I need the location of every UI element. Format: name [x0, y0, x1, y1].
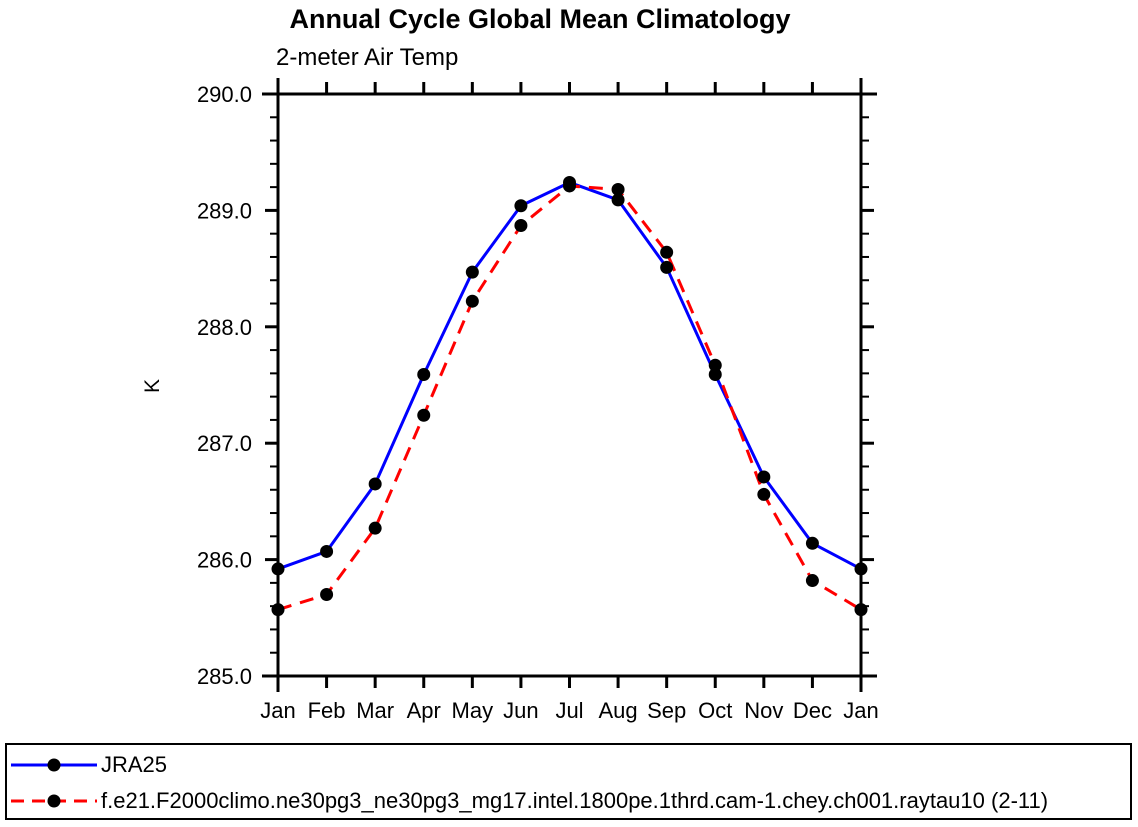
legend-marker-dot — [47, 758, 61, 772]
data-point-marker — [320, 588, 334, 602]
legend-label: JRA25 — [101, 752, 168, 777]
data-point-marker — [271, 562, 285, 576]
x-tick-label: May — [452, 698, 494, 723]
x-tick-label: Oct — [698, 698, 732, 723]
data-point-marker — [757, 487, 771, 501]
y-tick-label: 288.0 — [197, 315, 252, 340]
legend-label: f.e21.F2000climo.ne30pg3_ne30pg3_mg17.in… — [101, 788, 1049, 813]
x-tick-label: Jul — [555, 698, 583, 723]
x-tick-label: Feb — [308, 698, 346, 723]
legend-marker-dot — [47, 794, 61, 808]
data-point-marker — [708, 368, 722, 382]
data-point-marker — [368, 477, 382, 491]
x-tick-label: Jan — [843, 698, 878, 723]
data-point-marker — [465, 265, 479, 279]
data-point-marker — [660, 245, 674, 259]
x-tick-label: Dec — [793, 698, 832, 723]
y-tick-label: 287.0 — [197, 431, 252, 456]
data-point-marker — [465, 294, 479, 308]
chart-subtitle: 2-meter Air Temp — [276, 44, 459, 71]
data-point-marker — [514, 219, 528, 233]
data-point-marker — [417, 408, 431, 422]
series-markers-0 — [271, 175, 868, 576]
data-point-marker — [417, 368, 431, 382]
data-point-marker — [854, 562, 868, 576]
x-tick-label: Mar — [356, 698, 394, 723]
series-markers-1 — [271, 179, 868, 617]
x-tick-label: Nov — [744, 698, 783, 723]
legend-item-jra25: JRA25 — [7, 747, 1130, 783]
x-tick-label: Jan — [260, 698, 295, 723]
data-point-marker — [805, 574, 819, 588]
chart-title: Annual Cycle Global Mean Climatology — [289, 4, 791, 34]
chart-canvas: 285.0 286.0 287.0 288.0 289.0 290.0 Jan Feb Mar A… — [197, 78, 879, 723]
x-tick-label: Apr — [407, 698, 441, 723]
data-point-marker — [320, 544, 334, 558]
y-tick-label: 289.0 — [197, 198, 252, 223]
data-point-marker — [757, 470, 771, 484]
data-point-marker — [708, 358, 722, 372]
data-point-marker — [368, 521, 382, 535]
data-point-marker — [514, 199, 528, 213]
data-point-marker — [805, 536, 819, 550]
legend: JRA25 f.e21.F2000climo.ne30pg3_ne30pg3_m… — [5, 743, 1132, 820]
y-tick-label: 285.0 — [197, 664, 252, 689]
legend-item-model-run: f.e21.F2000climo.ne30pg3_ne30pg3_mg17.in… — [7, 783, 1130, 819]
series-line-1 — [277, 184, 862, 612]
y-tick-label: 290.0 — [197, 82, 252, 107]
x-tick-label: Jun — [503, 698, 538, 723]
legend-line-sample-solid — [11, 758, 97, 772]
series-line-0 — [277, 180, 862, 571]
y-tick-label: 286.0 — [197, 548, 252, 573]
data-point-marker — [854, 603, 868, 617]
plot-axes — [262, 78, 877, 692]
legend-line-sample-dashed — [11, 794, 97, 808]
data-point-marker — [660, 260, 674, 274]
data-point-marker — [611, 193, 625, 207]
x-tick-label: Aug — [599, 698, 638, 723]
data-point-marker — [271, 603, 285, 617]
data-point-marker — [611, 182, 625, 196]
x-tick-label: Sep — [647, 698, 686, 723]
data-point-marker — [563, 179, 576, 193]
axis-tick-labels: 285.0 286.0 287.0 288.0 289.0 290.0 Jan Feb Mar A… — [197, 82, 879, 723]
